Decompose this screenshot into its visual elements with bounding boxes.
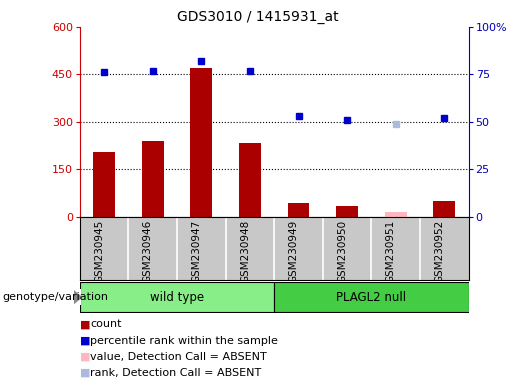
Text: value, Detection Call = ABSENT: value, Detection Call = ABSENT bbox=[90, 352, 267, 362]
Text: GSM230945: GSM230945 bbox=[94, 220, 104, 283]
Bar bbox=[385, 212, 407, 217]
Text: GSM230949: GSM230949 bbox=[288, 220, 299, 283]
Text: count: count bbox=[90, 319, 122, 329]
Text: percentile rank within the sample: percentile rank within the sample bbox=[90, 336, 278, 346]
Text: GDS3010 / 1415931_at: GDS3010 / 1415931_at bbox=[177, 10, 338, 23]
Text: GSM230952: GSM230952 bbox=[434, 220, 444, 283]
Text: ■: ■ bbox=[80, 336, 90, 346]
Text: GSM230946: GSM230946 bbox=[143, 220, 153, 283]
Bar bbox=[93, 152, 115, 217]
Bar bbox=[191, 68, 212, 217]
Text: wild type: wild type bbox=[150, 291, 204, 304]
Bar bbox=[239, 142, 261, 217]
Text: GSM230948: GSM230948 bbox=[240, 220, 250, 283]
Text: rank, Detection Call = ABSENT: rank, Detection Call = ABSENT bbox=[90, 368, 262, 378]
Text: GSM230950: GSM230950 bbox=[337, 220, 347, 283]
Text: genotype/variation: genotype/variation bbox=[3, 292, 109, 302]
Bar bbox=[287, 203, 310, 217]
Bar bbox=[80, 282, 274, 312]
Bar bbox=[336, 206, 358, 217]
Bar bbox=[434, 201, 455, 217]
Text: GSM230951: GSM230951 bbox=[386, 220, 396, 283]
Text: ■: ■ bbox=[80, 352, 90, 362]
Bar bbox=[142, 141, 164, 217]
Text: ■: ■ bbox=[80, 319, 90, 329]
Bar bbox=[274, 282, 469, 312]
Text: PLAGL2 null: PLAGL2 null bbox=[336, 291, 406, 304]
Text: ■: ■ bbox=[80, 368, 90, 378]
Text: GSM230947: GSM230947 bbox=[192, 220, 201, 283]
Polygon shape bbox=[74, 291, 81, 304]
